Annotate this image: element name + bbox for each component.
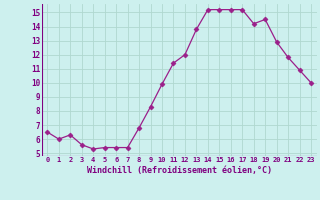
X-axis label: Windchill (Refroidissement éolien,°C): Windchill (Refroidissement éolien,°C): [87, 166, 272, 175]
